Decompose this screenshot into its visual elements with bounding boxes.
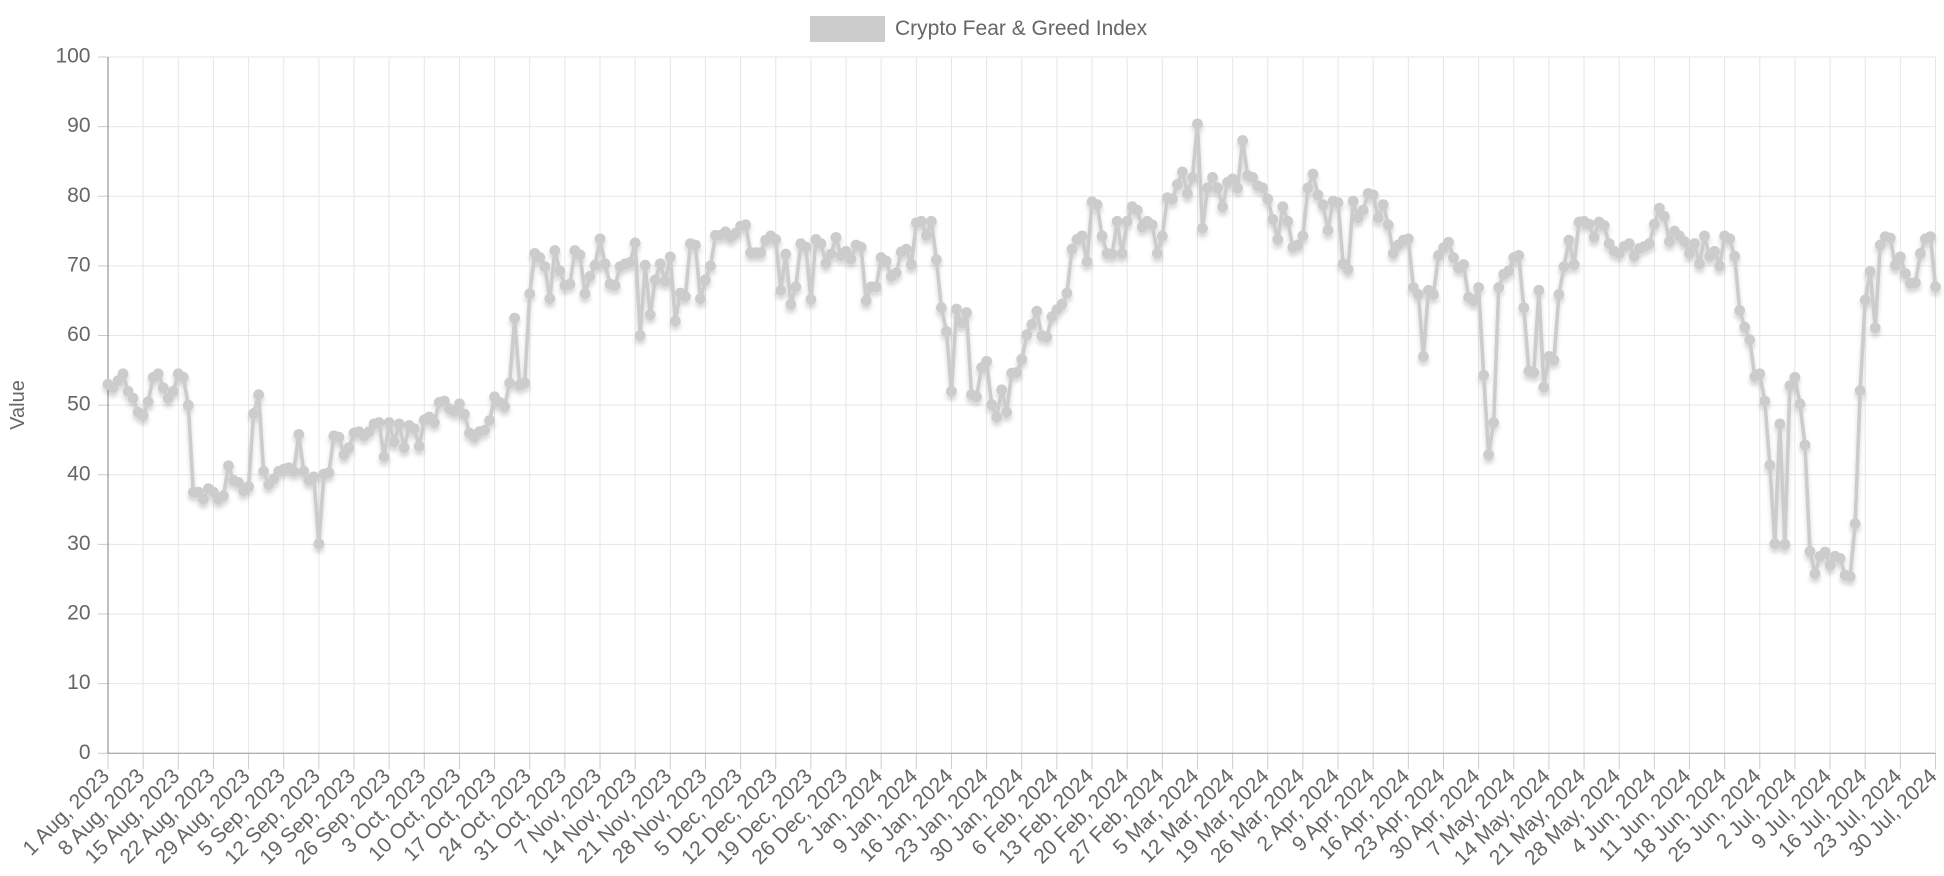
svg-text:80: 80 bbox=[67, 184, 90, 207]
svg-text:60: 60 bbox=[67, 323, 90, 346]
svg-text:0: 0 bbox=[79, 741, 91, 764]
svg-text:50: 50 bbox=[67, 393, 90, 416]
svg-text:100: 100 bbox=[55, 45, 90, 68]
svg-text:40: 40 bbox=[67, 462, 90, 485]
svg-text:Crypto Fear & Greed Index: Crypto Fear & Greed Index bbox=[895, 17, 1148, 40]
svg-text:90: 90 bbox=[67, 114, 90, 137]
svg-text:70: 70 bbox=[67, 253, 90, 276]
svg-text:Value: Value bbox=[7, 380, 29, 430]
svg-text:10: 10 bbox=[67, 671, 90, 694]
svg-text:20: 20 bbox=[67, 602, 90, 625]
svg-text:30: 30 bbox=[67, 532, 90, 555]
